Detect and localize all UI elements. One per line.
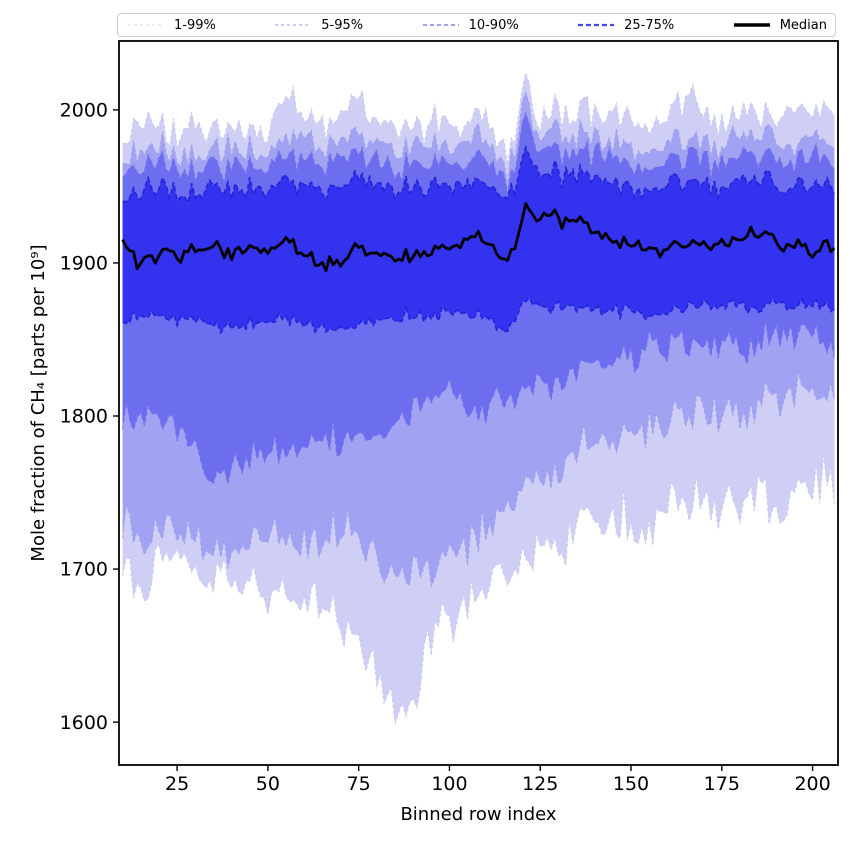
percentile-line-p01	[122, 455, 835, 724]
legend-item-1-99: 1-99%	[126, 18, 216, 33]
percentile-line-p10	[122, 320, 835, 485]
x-axis-label: Binned row index	[400, 804, 557, 825]
legend-label-10-90: 10-90%	[468, 17, 519, 33]
y-tick-label-2000: 2000	[60, 100, 108, 122]
legend: 1-99% 5-95% 10-90% 25-75% Median	[117, 13, 836, 37]
legend-label-5-95: 5-95%	[321, 17, 364, 33]
percentile-line-p90	[122, 111, 835, 194]
legend-item-25-75: 25-75%	[576, 18, 674, 33]
x-tick-label-200: 200	[794, 773, 830, 795]
y-tick-label-1900: 1900	[60, 253, 108, 275]
x-tick-label-75: 75	[347, 773, 371, 795]
plot-border	[118, 40, 839, 766]
dashed-line-icon	[578, 23, 615, 27]
percentile-line-p25	[122, 296, 835, 335]
percentile-line-p75	[122, 144, 836, 206]
legend-label-median: Median	[779, 17, 827, 33]
y-tick-label-1700: 1700	[60, 559, 108, 581]
legend-label-1-99: 1-99%	[174, 17, 216, 33]
x-tick-label-100: 100	[431, 773, 467, 795]
median-line	[121, 202, 836, 273]
dashed-line-icon	[128, 24, 164, 26]
dashed-line-icon	[422, 24, 459, 26]
legend-label-25-75: 25-75%	[624, 17, 675, 33]
y-tick-label-1600: 1600	[60, 712, 108, 734]
legend-item-5-95: 5-95%	[273, 18, 363, 33]
solid-line-icon	[733, 23, 770, 27]
y-axis-label: Mole fraction of CH₄ [parts per 10⁹]	[28, 244, 49, 562]
x-tick-label-125: 125	[522, 773, 558, 795]
legend-item-10-90: 10-90%	[421, 18, 519, 33]
x-tick-label-25: 25	[165, 773, 189, 795]
percentile-line-p05	[122, 372, 835, 589]
legend-item-median: Median	[732, 18, 827, 33]
x-tick-label-50: 50	[256, 773, 280, 795]
dashed-line-icon	[275, 24, 312, 26]
x-tick-label-150: 150	[613, 773, 649, 795]
band-25-75-fill	[122, 147, 835, 333]
percentile-line-p95	[122, 90, 835, 184]
y-tick-label-1800: 1800	[60, 406, 108, 428]
x-tick-label-175: 175	[704, 773, 740, 795]
